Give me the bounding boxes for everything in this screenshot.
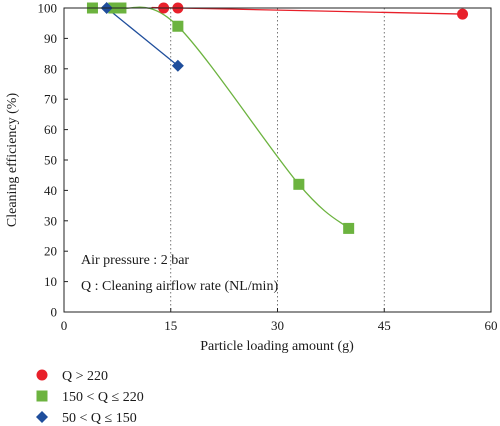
- series-2-point: [343, 222, 355, 234]
- y-tick-label: 30: [44, 213, 57, 228]
- legend: Q > 220 150 < Q ≤ 220 50 < Q ≤ 150: [36, 369, 144, 426]
- y-tick-label: 100: [38, 1, 58, 16]
- y-tick-label: 40: [44, 183, 57, 198]
- fitted-curves: [92, 6, 463, 229]
- x-tick-label: 30: [271, 318, 284, 333]
- y-tick-label: 0: [51, 305, 58, 320]
- series-2-point: [172, 20, 184, 32]
- x-tick-label: 60: [485, 318, 498, 333]
- series-3-point: [171, 59, 184, 72]
- x-tick-label: 0: [61, 318, 68, 333]
- y-axis-title: Cleaning efficiency (%): [5, 93, 20, 228]
- legend-label-2: 150 < Q ≤ 220: [62, 390, 144, 405]
- legend-marker-1: [36, 369, 48, 381]
- y-tick-label: 60: [44, 122, 57, 137]
- legend-label-3: 50 < Q ≤ 150: [62, 411, 137, 426]
- legend-label-1: Q > 220: [62, 369, 108, 384]
- y-tick-label: 10: [44, 274, 57, 289]
- y-tick-label: 80: [44, 61, 57, 76]
- x-axis-title: Particle loading amount (g): [200, 339, 354, 354]
- grid: [170, 8, 385, 312]
- series-2-line: [92, 6, 350, 229]
- x-tick-label: 45: [378, 318, 391, 333]
- series-1-point: [457, 8, 469, 20]
- axis-ticks: 0 15 30 45 60 0 10 20 30 40 50 60 70 80 90 100: [38, 1, 498, 334]
- x-tick-label: 15: [164, 318, 177, 333]
- y-tick-label: 20: [44, 244, 57, 259]
- y-tick-label: 70: [44, 92, 57, 107]
- y-tick-label: 50: [44, 153, 57, 168]
- y-tick-label: 90: [44, 31, 57, 46]
- annotation-airflow-rate: Q : Cleaning airflow rate (NL/min): [81, 279, 278, 294]
- annotation-air-pressure: Air pressure : 2 bar: [81, 253, 189, 268]
- legend-marker-3: [36, 411, 48, 423]
- series-1-line: [151, 6, 463, 15]
- legend-marker-2: [36, 390, 48, 402]
- series-2-point: [293, 178, 305, 190]
